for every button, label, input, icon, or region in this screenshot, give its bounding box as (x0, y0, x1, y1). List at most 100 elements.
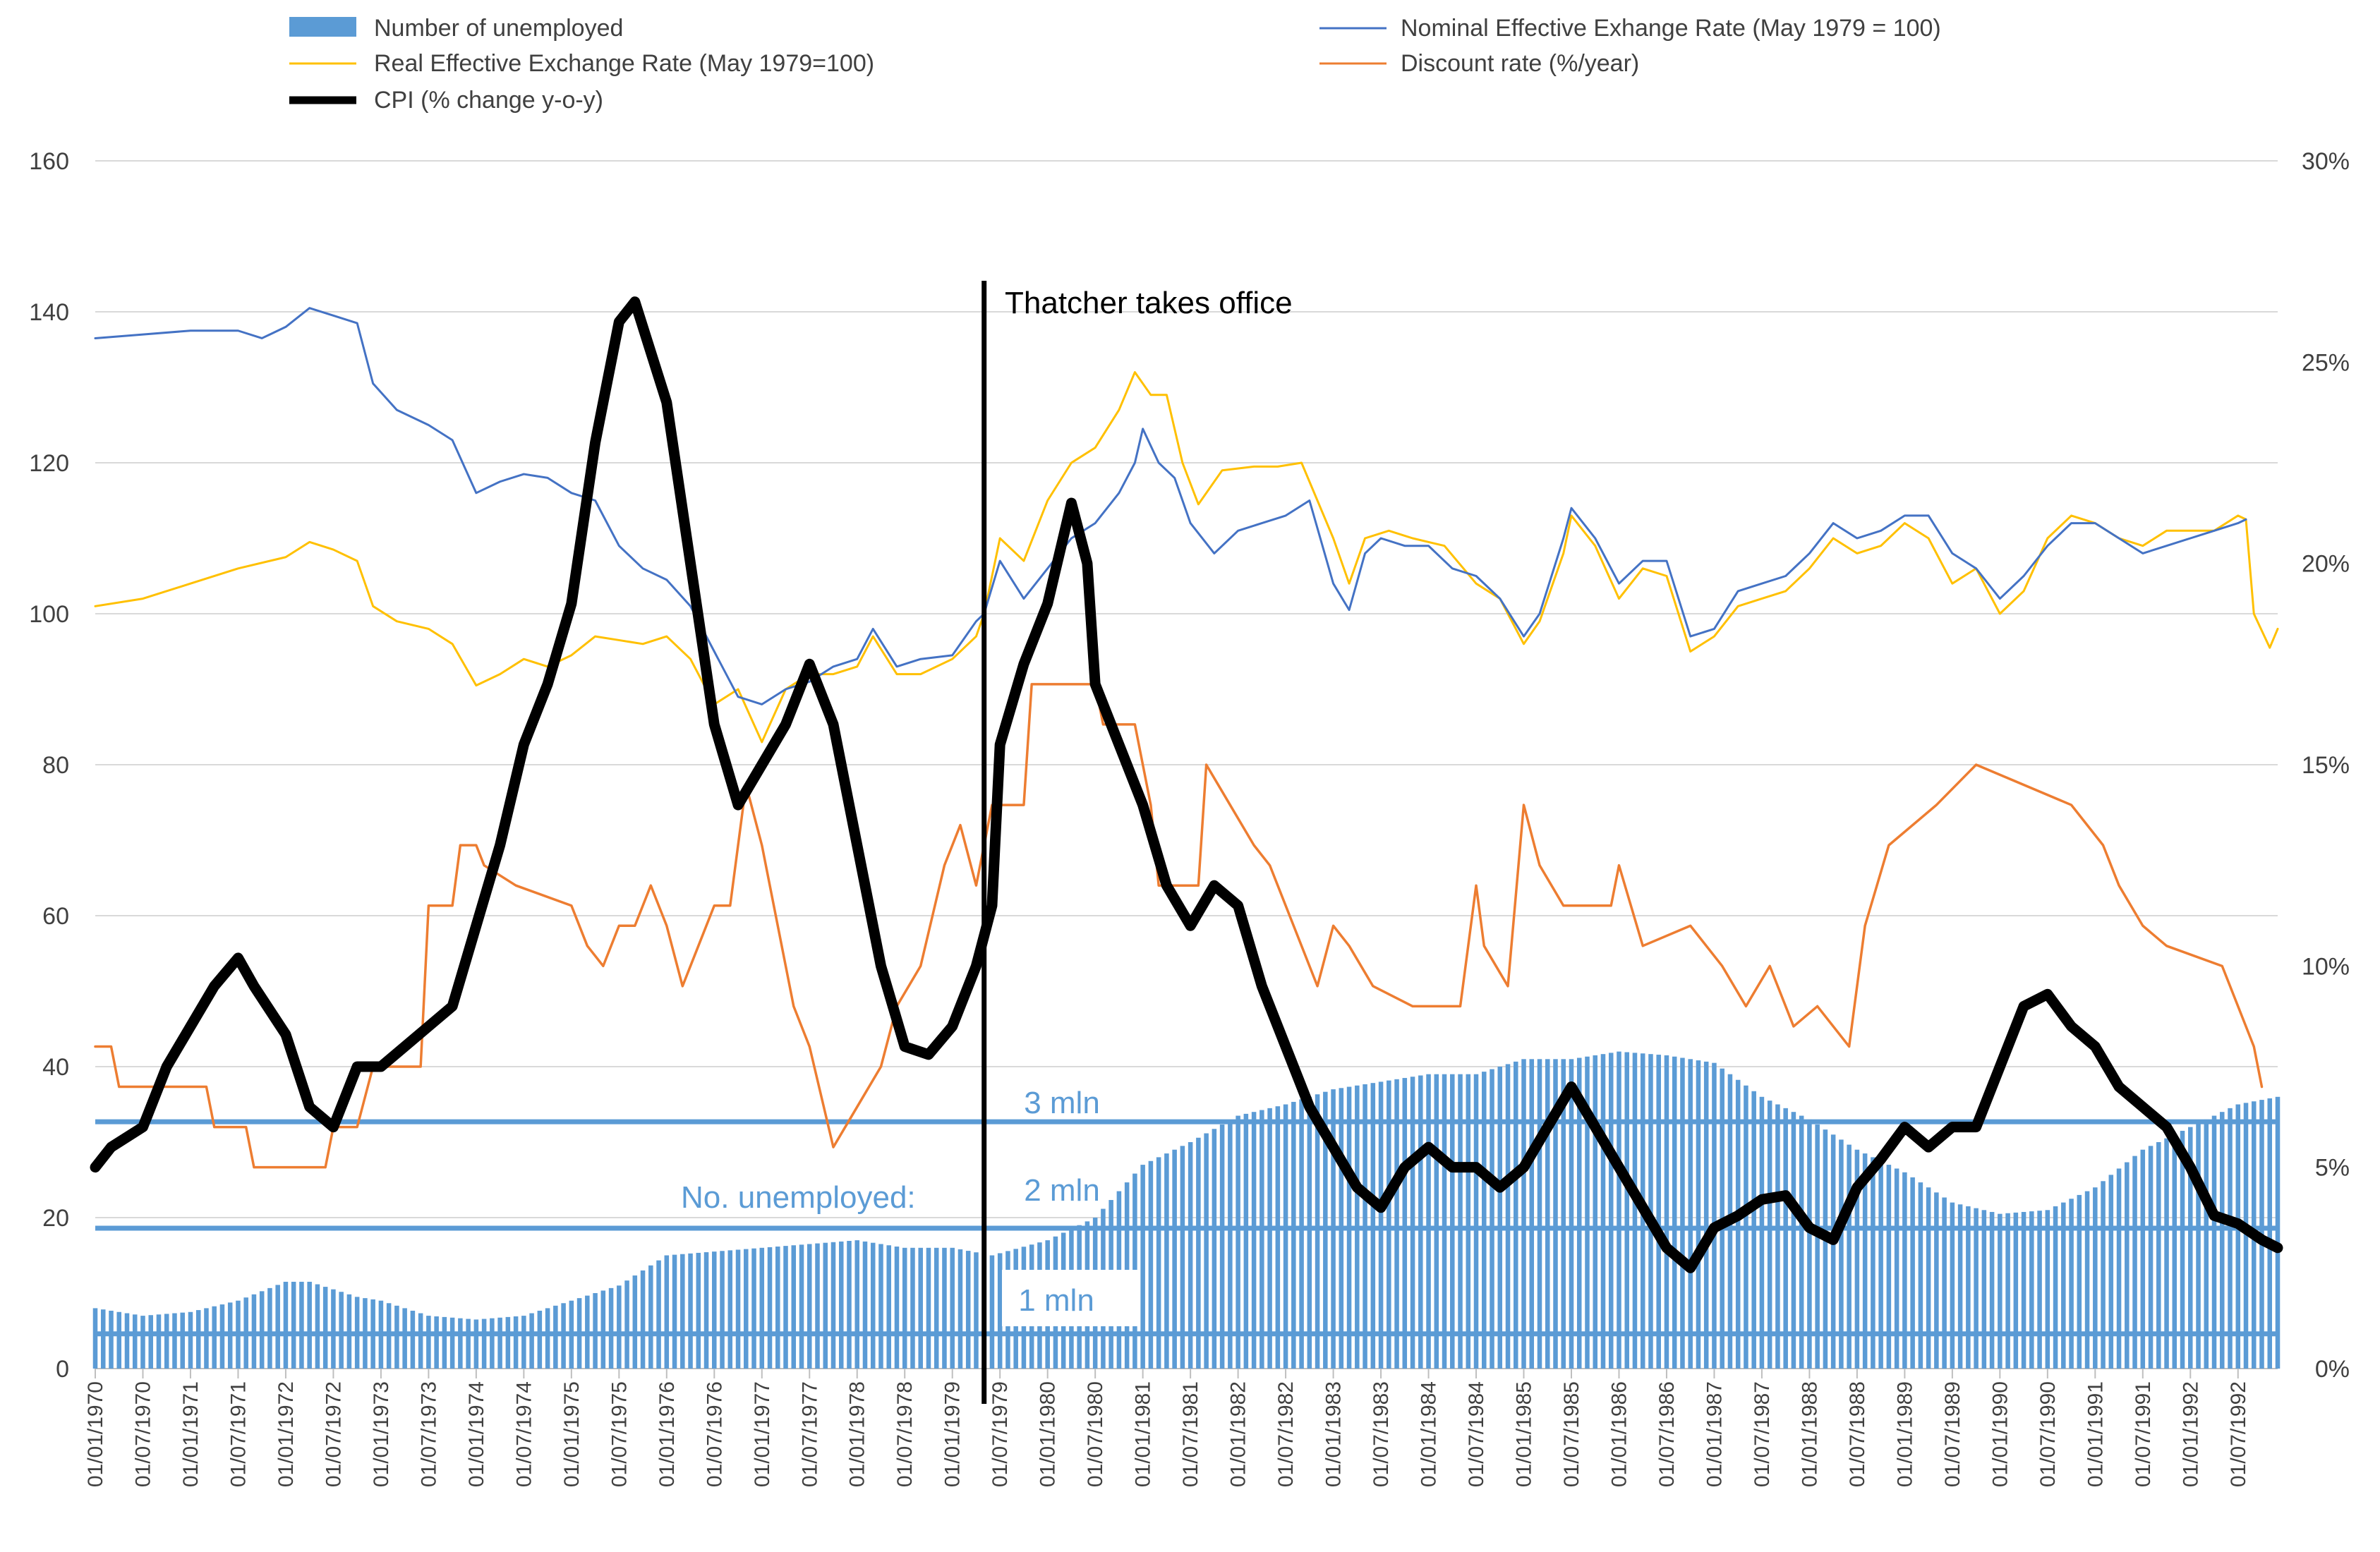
unemployed-bar (703, 1252, 709, 1369)
unemployed-bar (1767, 1101, 1772, 1369)
legend-label: Real Effective Exchange Rate (May 1979=1… (374, 50, 874, 77)
unemployed-bar (481, 1318, 487, 1369)
unemployed-bar (838, 1241, 844, 1369)
x-tick-label: 01/01/1982 (1227, 1381, 1250, 1487)
legend-label: Number of unemployed (374, 15, 623, 42)
unemployed-bar (823, 1242, 828, 1369)
unemployed-bar (1466, 1074, 1471, 1369)
unemployed-bar (1981, 1210, 1987, 1369)
unemployed-bar (299, 1281, 304, 1369)
unemployed-bar (1450, 1074, 1455, 1369)
unemployed-bar (2204, 1119, 2209, 1369)
unemployed-bar (1228, 1120, 1233, 1369)
unemployed-bar (2077, 1194, 2082, 1369)
x-tick-label: 01/01/1991 (2084, 1381, 2107, 1487)
unemployed-bar (2005, 1213, 2010, 1369)
unemployed-bar (1957, 1204, 1963, 1369)
unemployed-bar (1196, 1137, 1201, 1369)
unemployed-bar (219, 1304, 225, 1369)
unemployed-bar (593, 1293, 598, 1369)
unemployed-bar (1561, 1059, 1566, 1369)
unemployed-bar (116, 1311, 122, 1369)
unemployed-bar (2116, 1168, 2122, 1369)
y-left-tick-label: 0 (56, 1356, 69, 1383)
unemployed-bar (92, 1308, 98, 1369)
y-left-tick-label: 20 (42, 1205, 69, 1232)
unemployed-bar (751, 1248, 756, 1369)
y-right-tick-label: 20% (2302, 551, 2350, 578)
unemployed-bar (1871, 1157, 1875, 1369)
unemployed-bar (688, 1253, 693, 1369)
unemployed-bar (402, 1308, 407, 1369)
unemployed-bar (1307, 1096, 1312, 1369)
unemployed-bar (1243, 1113, 1249, 1369)
y-left-tick-label: 40 (42, 1054, 69, 1081)
unemployed-bar (188, 1311, 193, 1369)
unemployed-bar (815, 1243, 820, 1369)
unemployed-bar (2235, 1104, 2241, 1369)
unemployed-bar (1910, 1177, 1915, 1369)
unemployed-bar (1505, 1064, 1511, 1369)
unemployed-bar (942, 1247, 947, 1369)
unemployed-bar (807, 1244, 812, 1369)
unemployed-bar (497, 1317, 502, 1369)
x-tick-label: 01/01/1985 (1513, 1381, 1536, 1487)
legend-swatch (289, 17, 356, 37)
unemployed-bar (259, 1291, 265, 1369)
unemployed-bar (600, 1290, 606, 1369)
x-tick-label: 01/07/1973 (417, 1381, 440, 1487)
unemployed-bar (2045, 1210, 2050, 1369)
legend: Number of unemployed Nominal Effective Ex… (289, 15, 1941, 114)
unemployed-bar (1156, 1157, 1161, 1369)
unemployed-bar (1458, 1074, 1463, 1369)
unemployed-bar (1299, 1099, 1304, 1369)
x-tick-label: 01/01/1972 (274, 1381, 298, 1487)
unemployed-bar (2220, 1112, 2225, 1369)
unemployed-bar (426, 1316, 431, 1369)
x-tick-label: 01/01/1980 (1037, 1381, 1060, 1487)
unemployed-bar (545, 1308, 550, 1369)
x-tick-label: 01/07/1985 (1560, 1381, 1583, 1487)
unemployed-bar (1664, 1055, 1669, 1369)
unemployed-bar (1624, 1052, 1629, 1369)
unemployed-bar (2156, 1142, 2161, 1369)
unemployed-bar (854, 1240, 859, 1369)
unemployed-bar (195, 1310, 201, 1369)
unemployed-bar (664, 1255, 670, 1369)
unemployed-bar (291, 1281, 296, 1369)
unemployed-bar (553, 1305, 558, 1369)
unemployed-bar (1514, 1061, 1518, 1369)
x-tick-label: 01/01/1978 (846, 1381, 869, 1487)
x-tick-label: 01/01/1987 (1703, 1381, 1726, 1487)
unemployed-bar (727, 1250, 733, 1369)
unemployed-bar (2267, 1098, 2273, 1369)
unemployed-bar (656, 1260, 661, 1369)
unemployed-bar (1735, 1079, 1741, 1369)
unemployed-bar (1600, 1054, 1606, 1369)
unemployed-bar (1283, 1104, 1288, 1369)
unemployed-bar (1434, 1074, 1439, 1369)
unemployed-bar (2196, 1123, 2201, 1369)
unemployed-bar (1934, 1192, 1939, 1369)
unemployed-bar (1656, 1055, 1661, 1369)
unemployed-bar (712, 1251, 717, 1369)
unemployed-bar (434, 1316, 439, 1369)
x-tick-label: 01/01/1976 (656, 1381, 679, 1487)
unemployed-bar (989, 1255, 995, 1369)
unemployed-bar (1267, 1108, 1272, 1369)
unemployed-bar (331, 1289, 336, 1369)
unemployed-bar (1576, 1057, 1582, 1369)
x-tick-label: 01/07/1982 (1274, 1381, 1298, 1487)
x-tick-label: 01/07/1987 (1751, 1381, 1774, 1487)
unemployed-bar (1291, 1101, 1296, 1369)
unemployed-bar (648, 1265, 653, 1369)
unemployed-bar (1966, 1206, 1971, 1369)
unemployed-bar (1672, 1056, 1677, 1369)
x-tick-label: 01/01/1975 (560, 1381, 584, 1487)
unemployed-bar (965, 1251, 971, 1369)
ref-label: 3 mln (1024, 1086, 1100, 1120)
x-tick-label: 01/07/1986 (1655, 1381, 1679, 1487)
unemployed-bar (759, 1247, 765, 1369)
unemployed-bar (1775, 1104, 1780, 1369)
unemployed-bar (1688, 1059, 1693, 1369)
